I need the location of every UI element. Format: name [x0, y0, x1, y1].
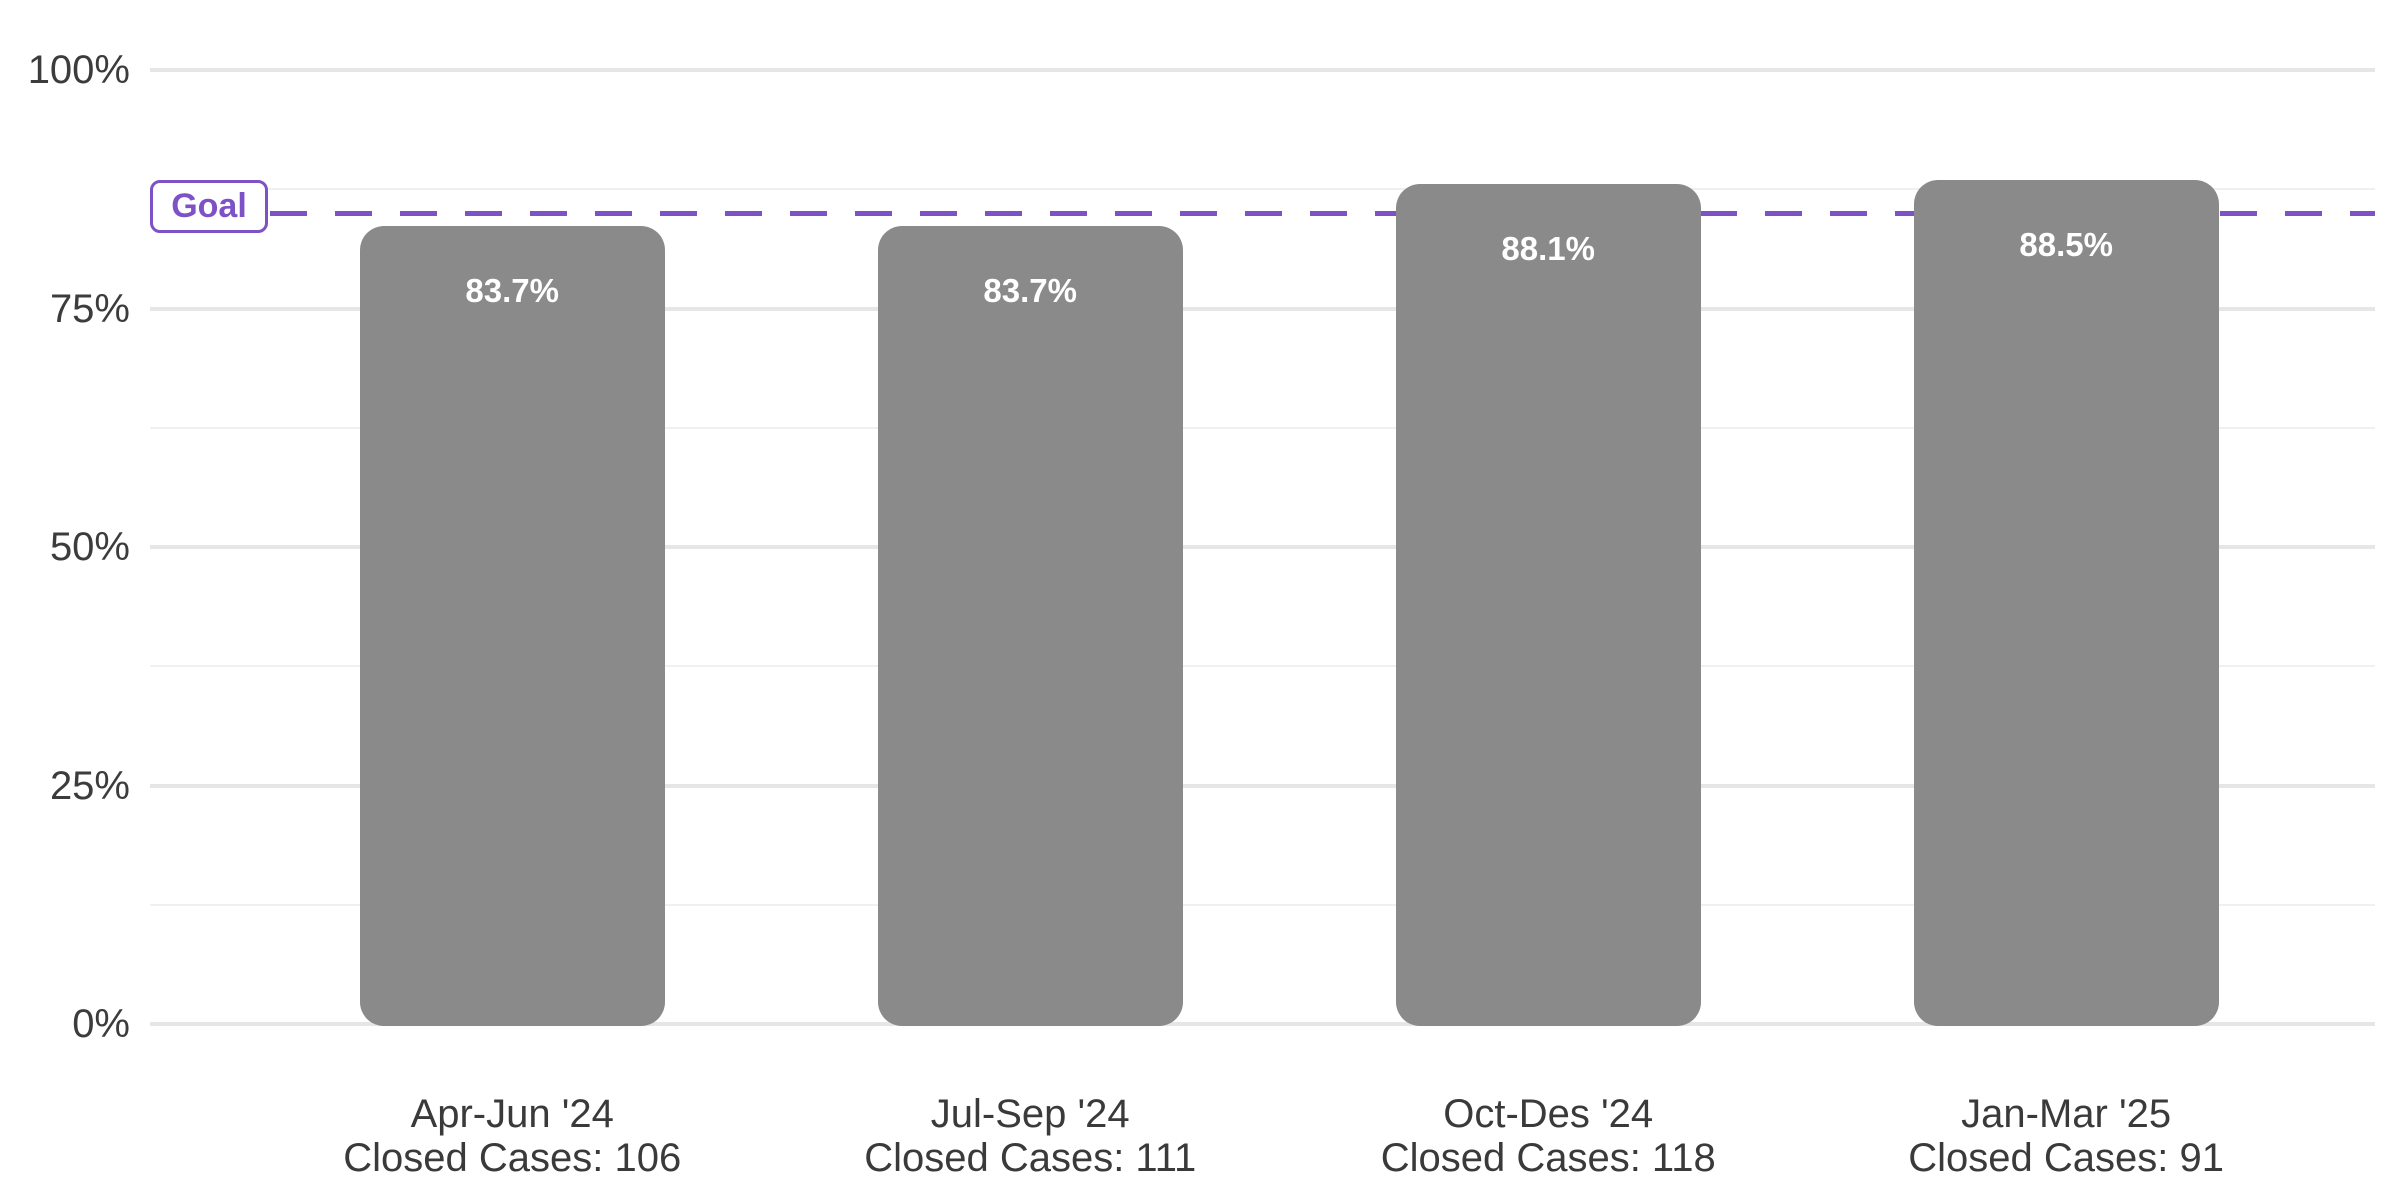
bar-1[interactable]: 83.7%: [359, 225, 665, 1026]
x-axis-period-label: Apr-Jun '24: [410, 1092, 614, 1136]
x-axis-period-label: Jan-Mar '25: [1961, 1092, 2172, 1136]
goal-annotation-label: Goal: [171, 187, 247, 225]
x-axis-category-label: Jul-Sep '24 Closed Cases: 111: [770, 1092, 1290, 1180]
major-gridline: [150, 1022, 2375, 1026]
x-axis-category-label: Apr-Jun '24 Closed Cases: 106: [252, 1092, 772, 1180]
y-axis-tick-label: 50%: [49, 525, 130, 569]
major-gridline: [150, 545, 2375, 549]
x-axis-category-label: Oct-Des '24 Closed Cases: 118: [1288, 1092, 1808, 1180]
x-axis-closed-cases-label: Closed Cases: 91: [1908, 1136, 2225, 1180]
major-gridline: [150, 68, 2375, 72]
x-axis-closed-cases-label: Closed Cases: 111: [864, 1136, 1197, 1180]
x-axis-closed-cases-label: Closed Cases: 106: [343, 1136, 682, 1180]
y-axis-tick-label: 25%: [49, 763, 130, 808]
bar-value-label: 88.5%: [2019, 225, 2113, 263]
minor-gridline: [150, 665, 2375, 668]
bar-value-label: 88.1%: [1501, 229, 1595, 267]
bar-value-label: 83.7%: [983, 271, 1077, 309]
x-axis-closed-cases-label: Closed Cases: 118: [1380, 1136, 1716, 1180]
y-axis-tick-label: 75%: [49, 286, 130, 331]
minor-gridline: [150, 426, 2375, 429]
major-gridline: [150, 783, 2375, 788]
bar-3[interactable]: 88.1%: [1395, 183, 1701, 1026]
x-axis-category-label: Jan-Mar '25 Closed Cases: 91: [1806, 1092, 2326, 1180]
major-gridline: [150, 306, 2375, 311]
y-axis-tick-label: 0%: [72, 1002, 130, 1046]
minor-gridline: [150, 903, 2375, 906]
bar-2[interactable]: 83.7%: [877, 225, 1183, 1026]
goal-annotation-badge: Goal: [150, 180, 268, 233]
minor-gridline: [150, 188, 2375, 191]
x-axis-period-label: Jul-Sep '24: [930, 1092, 1130, 1136]
bar-value-label: 83.7%: [465, 271, 559, 309]
x-axis-period-label: Oct-Des '24: [1443, 1092, 1654, 1136]
y-axis-tick-label: 100%: [27, 48, 130, 92]
goal-threshold-line: [270, 211, 2375, 217]
bar-4[interactable]: 88.5%: [1913, 179, 2219, 1026]
